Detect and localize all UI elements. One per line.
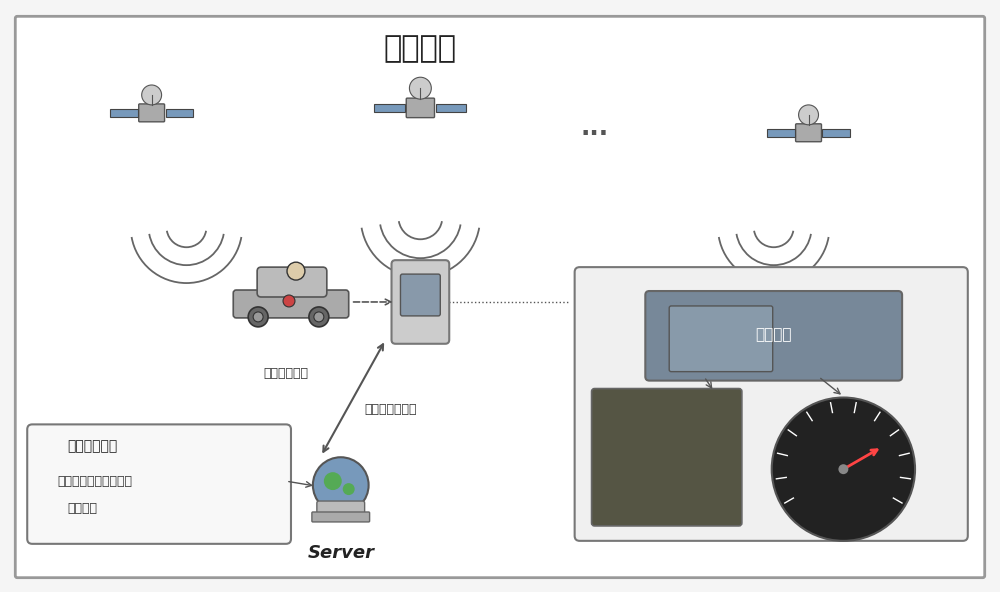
FancyBboxPatch shape — [312, 512, 370, 522]
Circle shape — [313, 457, 369, 513]
Circle shape — [772, 397, 915, 541]
Circle shape — [309, 307, 329, 327]
Bar — [436, 104, 466, 112]
Text: ...: ... — [580, 116, 609, 140]
Text: 北斗卫星: 北斗卫星 — [384, 34, 457, 63]
FancyBboxPatch shape — [392, 260, 449, 344]
Text: 路况拥堵情况: 路况拥堵情况 — [264, 367, 309, 380]
Circle shape — [253, 312, 263, 322]
Circle shape — [283, 295, 295, 307]
Bar — [822, 129, 850, 137]
Circle shape — [287, 262, 305, 280]
FancyBboxPatch shape — [406, 98, 435, 118]
FancyBboxPatch shape — [27, 424, 291, 544]
Bar — [166, 109, 193, 117]
FancyBboxPatch shape — [257, 267, 327, 297]
Text: 位置、速度信息: 位置、速度信息 — [364, 403, 417, 416]
Text: Server: Server — [307, 544, 374, 562]
Bar — [110, 109, 138, 117]
Circle shape — [343, 483, 355, 495]
Text: 路况拥堵模型: 路况拥堵模型 — [67, 439, 117, 453]
FancyBboxPatch shape — [669, 306, 773, 372]
Circle shape — [248, 307, 268, 327]
Text: 车载终端: 车载终端 — [755, 327, 792, 342]
FancyBboxPatch shape — [400, 274, 440, 316]
FancyBboxPatch shape — [233, 290, 349, 318]
Circle shape — [314, 312, 324, 322]
FancyBboxPatch shape — [317, 501, 365, 517]
FancyBboxPatch shape — [592, 388, 742, 526]
Bar — [767, 129, 795, 137]
Circle shape — [799, 105, 818, 125]
Circle shape — [838, 464, 848, 474]
FancyBboxPatch shape — [796, 124, 821, 141]
Text: 适时通过路况特征计算: 适时通过路况特征计算 — [57, 475, 132, 488]
Circle shape — [409, 77, 431, 99]
Bar — [374, 104, 405, 112]
Text: 拥堵情况: 拥堵情况 — [67, 503, 97, 516]
Circle shape — [324, 472, 342, 490]
FancyBboxPatch shape — [15, 17, 985, 578]
FancyBboxPatch shape — [575, 267, 968, 541]
Circle shape — [142, 85, 162, 105]
FancyBboxPatch shape — [645, 291, 902, 381]
FancyBboxPatch shape — [139, 104, 165, 122]
